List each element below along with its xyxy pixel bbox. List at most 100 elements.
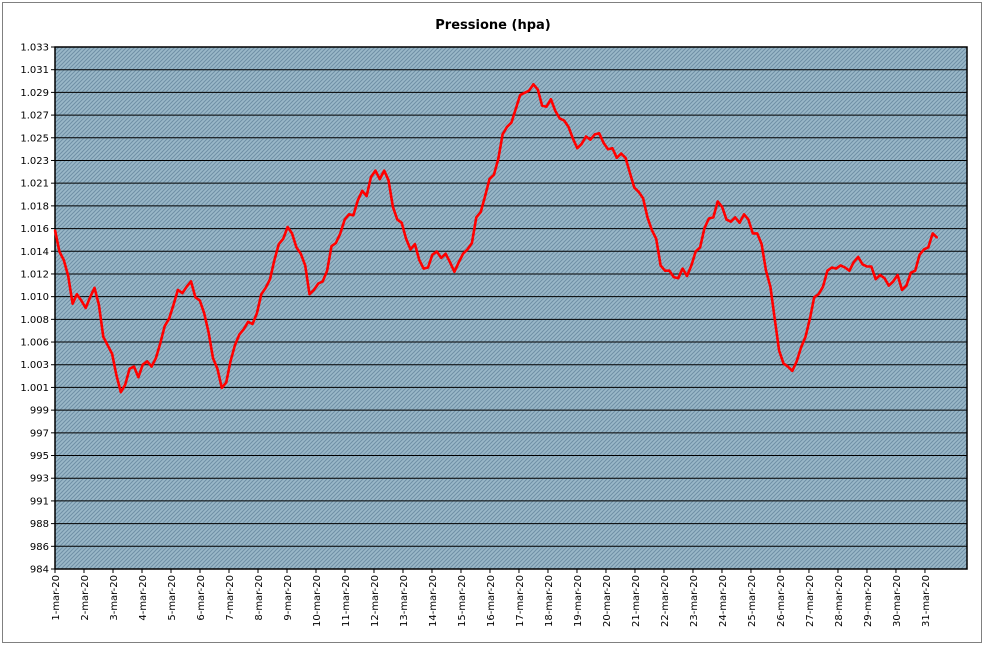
x-tick-label: 14-mar-20 [428, 575, 439, 627]
data-point [181, 292, 184, 294]
data-point [177, 289, 179, 291]
data-point [585, 135, 587, 138]
data-point [422, 267, 425, 270]
data-point [690, 264, 693, 267]
x-tick-label: 13-mar-20 [399, 575, 410, 627]
data-point [830, 266, 833, 269]
data-point [813, 296, 816, 299]
data-point [343, 218, 346, 221]
data-point [822, 285, 824, 288]
data-point [198, 299, 201, 302]
data-point [686, 275, 688, 277]
chart-canvas: Pressione (hpa) 1.033 1.031 1.029 1.027 1.02… [20, 18, 968, 627]
data-point [484, 195, 486, 198]
data-point [365, 195, 368, 198]
data-point [514, 107, 517, 110]
data-point [703, 227, 706, 230]
x-tick-label: 21-mar-20 [631, 575, 642, 627]
y-tick-label: 1.014 [20, 247, 49, 258]
data-point [773, 317, 776, 320]
data-point [326, 269, 328, 272]
data-point [681, 267, 684, 270]
data-point [409, 248, 412, 251]
data-point [809, 317, 811, 320]
data-point [146, 360, 149, 363]
data-point [528, 89, 530, 92]
data-point [212, 357, 214, 359]
data-point [260, 293, 263, 296]
data-point [348, 213, 350, 216]
data-point [370, 176, 372, 178]
x-tick-label: 6-mar-20 [196, 575, 207, 621]
y-tick-label: 1.033 [20, 43, 49, 54]
data-point [225, 381, 228, 384]
data-point [488, 178, 491, 181]
data-point [725, 218, 728, 221]
data-point [866, 265, 868, 268]
data-point [229, 360, 232, 363]
data-point [879, 274, 881, 276]
data-point [839, 264, 842, 267]
data-point [826, 269, 829, 272]
data-point [501, 133, 504, 136]
data-point [185, 285, 188, 288]
data-point [901, 289, 903, 291]
data-point [220, 387, 223, 389]
data-point [672, 276, 675, 278]
data-point [536, 88, 539, 91]
chart-title: Pressione (hpa) [435, 18, 550, 33]
data-point [427, 266, 429, 269]
data-point [282, 237, 285, 240]
data-point [194, 296, 197, 299]
data-point [435, 250, 438, 253]
data-point [89, 296, 91, 299]
data-point [400, 221, 403, 224]
x-tick-label: 20-mar-20 [602, 575, 613, 627]
data-point [479, 211, 482, 214]
data-point [286, 226, 289, 228]
data-point [782, 362, 785, 365]
data-point [598, 132, 601, 135]
data-point [111, 352, 113, 355]
data-point [273, 259, 276, 261]
y-tick-label: 1.012 [20, 269, 49, 280]
data-point [817, 293, 820, 296]
x-tick-label: 31-mar-20 [921, 575, 932, 627]
y-tick-label: 1.006 [20, 338, 49, 349]
data-point [304, 264, 307, 267]
data-point [124, 383, 127, 386]
data-point [361, 189, 364, 192]
data-point [677, 277, 680, 280]
data-point [721, 205, 723, 208]
data-point [457, 261, 460, 264]
data-point [611, 147, 614, 150]
y-tick-label: 1.031 [20, 65, 49, 76]
data-point [778, 349, 780, 352]
data-point [356, 199, 359, 202]
data-point [545, 105, 548, 108]
data-point [190, 280, 192, 283]
data-point [791, 370, 794, 372]
data-point [58, 250, 61, 253]
data-point [238, 333, 241, 336]
data-point [760, 243, 763, 246]
data-point [264, 286, 267, 289]
data-point [387, 179, 390, 182]
x-tick-label: 18-mar-20 [544, 575, 555, 627]
data-point [892, 280, 895, 283]
data-point [203, 312, 206, 315]
data-point [857, 256, 859, 258]
x-tick-label: 24-mar-20 [718, 575, 729, 627]
data-point [93, 286, 96, 289]
data-point [751, 232, 754, 235]
data-point [787, 365, 789, 368]
data-point [133, 365, 135, 368]
data-point [607, 148, 609, 151]
y-tick-label: 999 [30, 406, 49, 417]
y-tick-label: 1.023 [20, 156, 49, 167]
data-point [462, 252, 464, 255]
y-tick-label: 988 [30, 519, 49, 530]
data-point [765, 269, 767, 272]
x-tick-label: 30-mar-20 [892, 575, 903, 627]
